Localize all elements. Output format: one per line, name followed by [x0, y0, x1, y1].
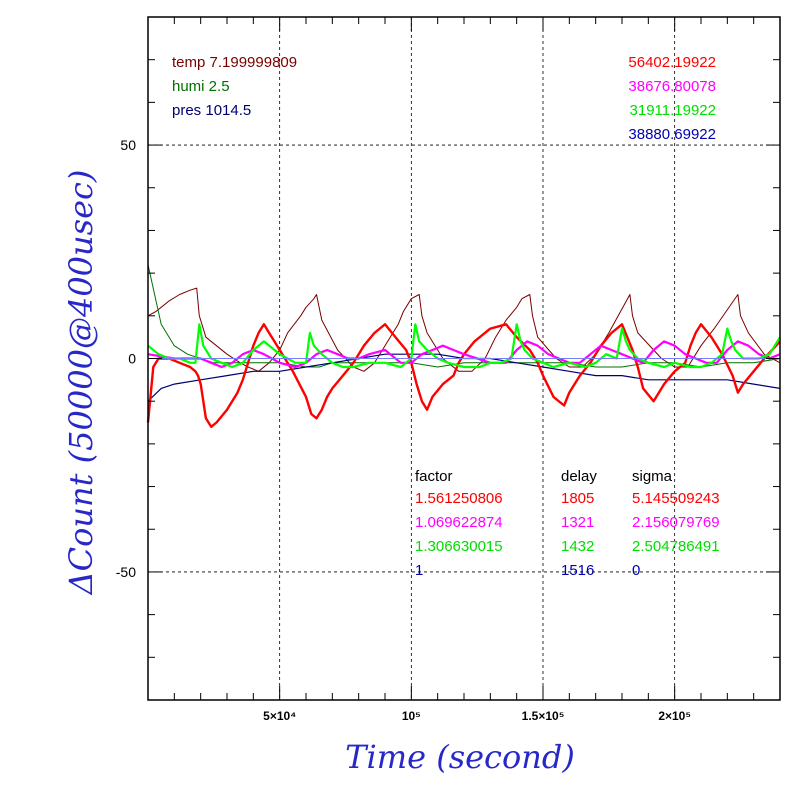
annotation-right-0: 56402.19922 [628, 54, 716, 71]
table-cell-delay-1: 1321 [561, 514, 594, 531]
x-tick-label-1: 10⁵ [402, 709, 421, 723]
table-cell-sigma-1: 2.156079769 [632, 514, 720, 531]
table-cell-delay-0: 1805 [561, 490, 594, 507]
x-axis-title: Time (second) [345, 738, 575, 776]
x-tick-label-3: 2×10⁵ [658, 709, 691, 723]
annotation-left-1: humi 2.5 [172, 78, 230, 95]
series-line-pres [147, 353, 781, 402]
x-tick-label-0: 5×10⁴ [263, 709, 296, 723]
table-header-factor: factor [415, 468, 453, 485]
series-line-red [146, 323, 781, 428]
x-tick-label-2: 1.5×10⁵ [522, 709, 565, 723]
table-header-delay: delay [561, 468, 597, 485]
y-tick-label-2: -50 [116, 564, 136, 580]
table-cell-delay-2: 1432 [561, 538, 594, 555]
table-cell-factor-2: 1.306630015 [415, 538, 503, 555]
table-cell-factor-0: 1.561250806 [415, 490, 503, 507]
series-group [146, 264, 781, 428]
annotation-left-0: temp 7.199999809 [172, 54, 297, 71]
annotation-left-2: pres 1014.5 [172, 102, 251, 119]
annotation-right-3: 38880.69922 [628, 126, 716, 143]
y-axis-title: ΔCount (50000@400usec) [62, 170, 100, 597]
y-tick-label-1: 0 [128, 351, 136, 367]
table-cell-sigma-2: 2.504786491 [632, 538, 720, 555]
series-line-humi [147, 264, 781, 368]
table-cell-delay-3: 1516 [561, 562, 594, 579]
ticks-group: 5×10⁴ 10⁵ 1.5×10⁵ 2×10⁵ 50 0 -50 [116, 17, 780, 723]
table-cell-sigma-0: 5.145509243 [632, 490, 720, 507]
series-line-green [147, 323, 781, 369]
annotations-group: temp 7.199999809 humi 2.5 pres 1014.5 56402… [172, 54, 720, 579]
table-cell-factor-1: 1.069622874 [415, 514, 503, 531]
annotation-right-1: 38676.80078 [628, 78, 716, 95]
y-tick-label-0: 50 [120, 137, 136, 153]
table-header-sigma: sigma [632, 468, 673, 485]
annotation-right-2: 31911.19922 [630, 102, 716, 119]
table-cell-factor-3: 1 [415, 562, 423, 579]
table-cell-sigma-3: 0 [632, 562, 640, 579]
